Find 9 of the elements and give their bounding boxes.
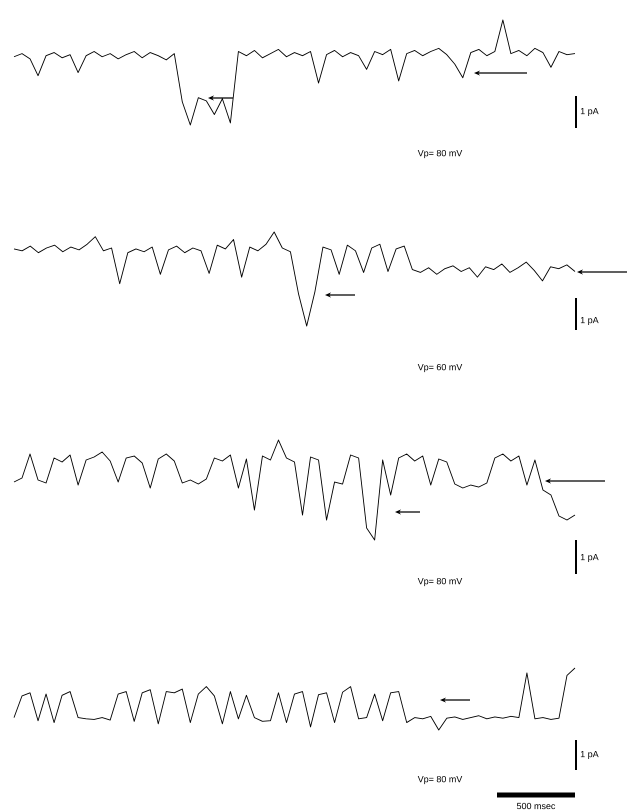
text: 500 msec [517, 802, 556, 810]
text: 1 pA [581, 108, 599, 116]
text: Vp= 80 mV [418, 776, 462, 784]
text: 1 pA [581, 316, 599, 326]
text: Vp= 60 mV [418, 364, 462, 372]
text: 1 pA [581, 750, 599, 760]
text: Vp= 80 mV [418, 150, 462, 158]
text: Vp= 80 mV [418, 578, 462, 586]
text: 1 pA [581, 554, 599, 562]
